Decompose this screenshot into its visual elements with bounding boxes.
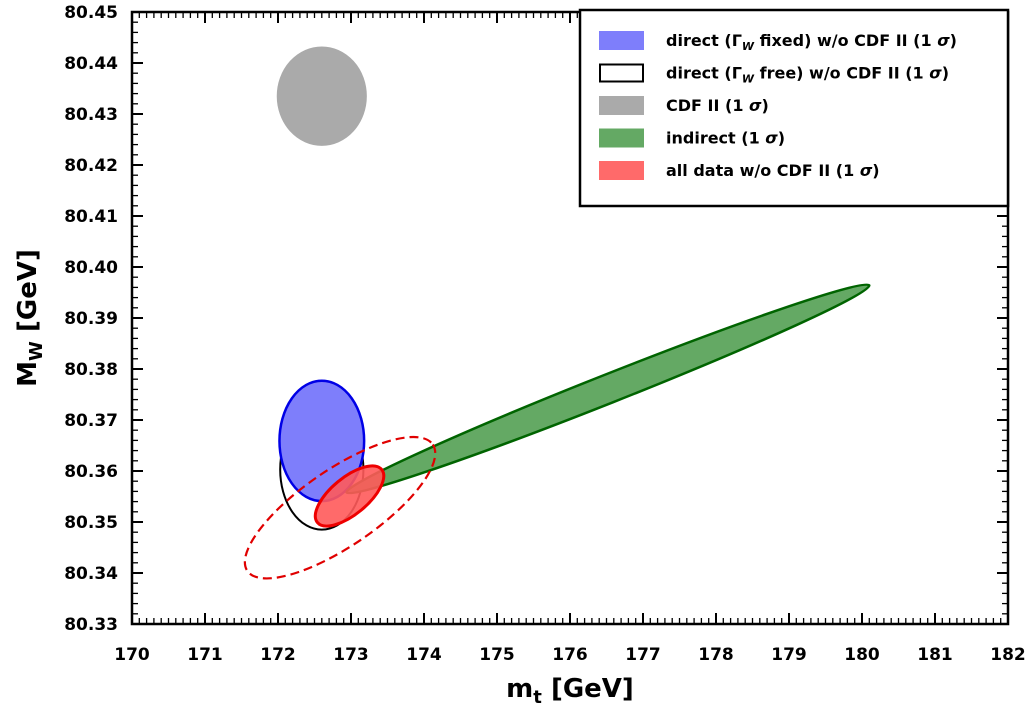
x-tick-label: 173	[333, 645, 369, 665]
y-tick-label: 80.35	[64, 513, 118, 533]
ellipse-all-data-w-o-cdf-ii	[313, 464, 386, 528]
x-tick-label: 177	[625, 645, 661, 665]
y-tick-label: 80.33	[64, 615, 118, 635]
x-tick-label: 170	[114, 645, 150, 665]
y-tick-label: 80.44	[64, 54, 118, 74]
y-tick-label: 80.42	[64, 156, 118, 176]
ellipse-layer	[243, 46, 871, 580]
y-tick-label: 80.40	[64, 258, 118, 278]
x-tick-label: 172	[260, 645, 296, 665]
legend-label-fixed: direct (ΓW fixed) w/o CDF II (1 σ)	[666, 31, 957, 53]
legend-label-free: direct (ΓW free) w/o CDF II (1 σ)	[666, 64, 949, 86]
legend-swatch-free	[599, 63, 644, 83]
x-tick-label: 174	[406, 645, 442, 665]
legend-label-all: all data w/o CDF II (1 σ)	[666, 161, 880, 180]
legend-swatch-fixed	[599, 31, 644, 50]
x-tick-label: 178	[698, 645, 734, 665]
legend-swatch-indirect	[599, 128, 644, 148]
tick-label-layer: 170 171 172 173 174 175 176 177 178 179 180 181 182 8…	[64, 3, 1026, 665]
y-tick-label: 80.41	[64, 207, 118, 227]
y-tick-label: 80.43	[64, 105, 118, 125]
y-tick-label: 80.39	[64, 309, 118, 329]
x-tick-label: 182	[990, 645, 1026, 665]
plot-frame	[130, 10, 1010, 626]
y-tick-label: 80.38	[64, 360, 118, 380]
y-tick-label: 80.34	[64, 564, 118, 584]
legend-box	[578, 8, 1010, 208]
x-tick-label: 179	[771, 645, 807, 665]
y-tick-label: 80.36	[64, 462, 118, 482]
legend-label-cdf: CDF II (1 σ)	[666, 96, 769, 115]
legend-label-indirect: indirect (1 σ)	[666, 129, 785, 148]
x-tick-label: 175	[479, 645, 515, 665]
legend-swatch-cdf	[599, 96, 644, 115]
y-tick-label: 80.37	[64, 411, 118, 431]
x-tick-label: 176	[552, 645, 588, 665]
x-tick-label: 171	[187, 645, 223, 665]
x-tick-label: 180	[844, 645, 880, 665]
ellipse-cdf-ii	[276, 46, 367, 146]
y-axis-title: MW [GeV]	[13, 249, 47, 387]
legend: direct (ΓW fixed) w/o CDF II (1 σ) direct…	[578, 8, 1010, 208]
legend-swatch-all	[599, 161, 644, 180]
x-tick-label: 181	[917, 645, 953, 665]
y-tick-label: 80.45	[64, 3, 118, 23]
x-axis-title: mt [GeV]	[506, 674, 634, 706]
ellipse-all-data-w-o-cdf-ii-2	[243, 435, 437, 580]
